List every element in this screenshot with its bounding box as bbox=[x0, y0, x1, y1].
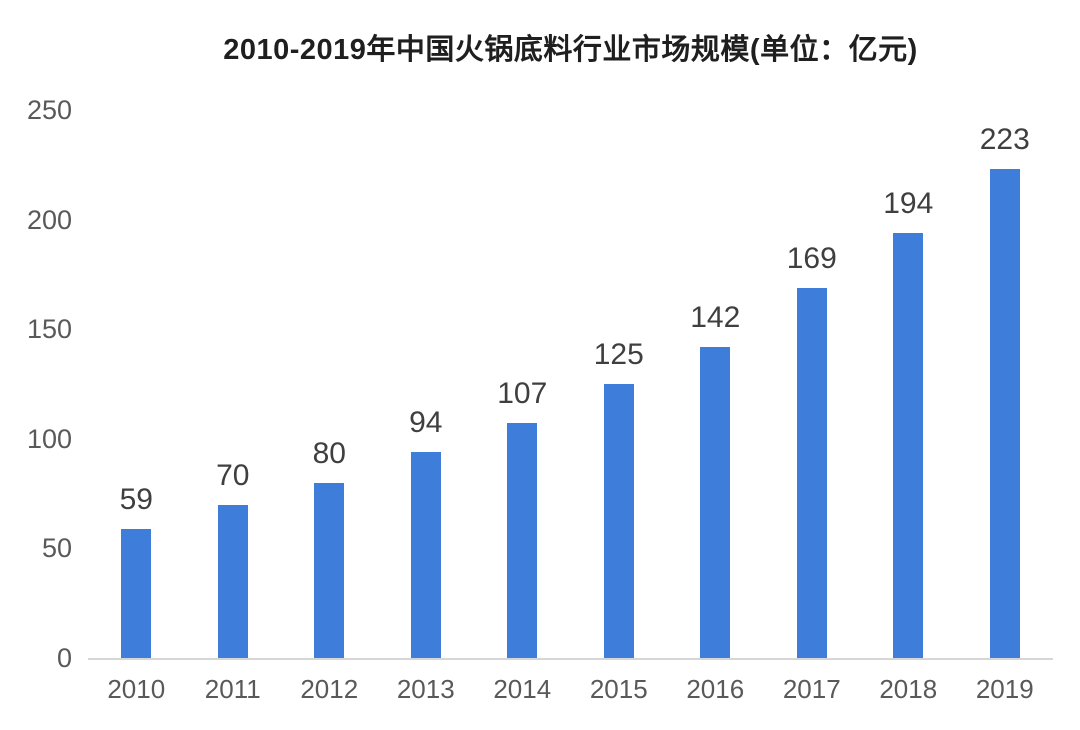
x-tick-label: 2017 bbox=[782, 674, 841, 704]
x-tick-label: 2016 bbox=[686, 674, 745, 704]
y-tick-label: 100 bbox=[26, 423, 72, 454]
bar-group-2011: 70 2011 bbox=[185, 110, 282, 703]
bar-group-2015: 125 2015 bbox=[571, 110, 668, 703]
plot-area: 59 2010 70 2011 80 2012 94 2013 107 2014 125 2015 14… bbox=[88, 110, 1054, 703]
bar bbox=[603, 384, 634, 658]
bar-value-label: 70 bbox=[216, 459, 250, 492]
x-tick-label: 2012 bbox=[300, 674, 359, 704]
bar-value-label: 59 bbox=[119, 483, 153, 516]
bar-value-label: 125 bbox=[593, 338, 644, 371]
x-tick-label: 2010 bbox=[107, 674, 166, 704]
bar-group-2016: 142 2016 bbox=[667, 110, 764, 703]
x-tick-label: 2013 bbox=[396, 674, 455, 704]
bar bbox=[314, 483, 345, 658]
bar-group-2014: 107 2014 bbox=[474, 110, 571, 703]
y-tick-label: 50 bbox=[41, 533, 72, 564]
bar-group-2013: 94 2013 bbox=[378, 110, 475, 703]
y-tick-label: 250 bbox=[26, 95, 72, 125]
x-tick-label: 2015 bbox=[589, 674, 648, 704]
bar-value-label: 80 bbox=[312, 437, 346, 470]
bar bbox=[121, 529, 152, 658]
x-tick-label: 2018 bbox=[879, 674, 938, 704]
bar bbox=[410, 452, 441, 658]
bar-group-2017: 169 2017 bbox=[764, 110, 861, 703]
bar-group-2010: 59 2010 bbox=[88, 110, 185, 703]
bar bbox=[700, 347, 731, 658]
bar bbox=[893, 233, 924, 658]
bar bbox=[989, 169, 1020, 658]
chart-title: 2010-2019年中国火锅底料行业市场规模(单位：亿元) bbox=[223, 34, 918, 66]
x-tick-label: 2011 bbox=[204, 674, 261, 704]
x-tick-label: 2019 bbox=[975, 674, 1034, 704]
bar bbox=[796, 288, 827, 658]
bar-value-label: 169 bbox=[786, 242, 837, 275]
bar-group-2018: 194 2018 bbox=[860, 110, 957, 703]
bar bbox=[507, 423, 538, 658]
y-tick-label: 150 bbox=[26, 314, 72, 345]
bar-group-2019: 223 2019 bbox=[957, 110, 1054, 703]
bar-value-label: 142 bbox=[690, 301, 741, 334]
y-tick-label: 0 bbox=[56, 643, 72, 673]
bar bbox=[217, 505, 248, 658]
y-tick-label: 200 bbox=[26, 204, 72, 235]
bar-group-2012: 80 2012 bbox=[281, 110, 378, 703]
bar-value-label: 94 bbox=[409, 406, 443, 439]
bar-value-label: 194 bbox=[883, 187, 934, 220]
x-tick-label: 2014 bbox=[493, 674, 552, 704]
bar-value-label: 107 bbox=[497, 377, 548, 410]
bar-value-label: 223 bbox=[979, 123, 1030, 156]
